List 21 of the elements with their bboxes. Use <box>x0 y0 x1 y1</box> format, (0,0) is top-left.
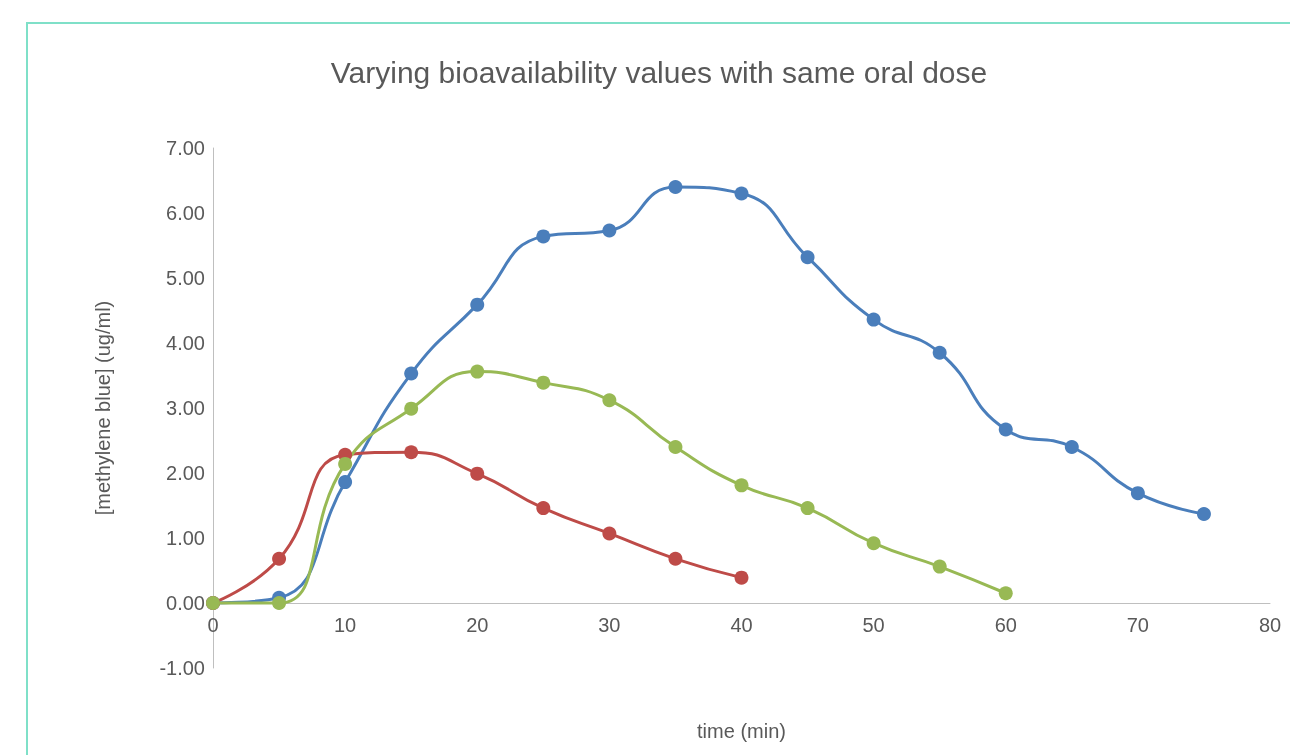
x-tick-label: 40 <box>730 614 753 636</box>
y-tick-label: 4.00 <box>166 332 205 354</box>
y-tick-label: 3.00 <box>166 397 205 419</box>
chart-title: Varying bioavailability values with same oral dose <box>330 55 988 89</box>
y-tick-label: 5.00 <box>166 267 205 289</box>
x-tick-label: 10 <box>334 614 357 636</box>
y-tick-label: 2.00 <box>166 462 205 484</box>
y-tick-label: 1.00 <box>166 527 205 549</box>
x-axis-title: time (min) <box>697 720 786 742</box>
x-tick-label: 30 <box>598 614 621 636</box>
y-tick-label: 6.00 <box>166 202 205 224</box>
x-tick-label: 80 <box>1258 614 1282 636</box>
x-tick-label: 0 <box>207 614 219 636</box>
x-tick-label: 20 <box>466 614 489 636</box>
y-tick-label: -1.00 <box>159 657 205 679</box>
x-tick-label: 70 <box>1126 614 1149 636</box>
y-tick-label: 0.00 <box>166 592 205 614</box>
x-tick-label: 60 <box>994 614 1017 636</box>
y-axis-title: [methylene blue] (ug/ml) <box>92 300 114 516</box>
x-tick-label: 50 <box>862 614 885 636</box>
y-tick-label: 7.00 <box>166 137 205 159</box>
